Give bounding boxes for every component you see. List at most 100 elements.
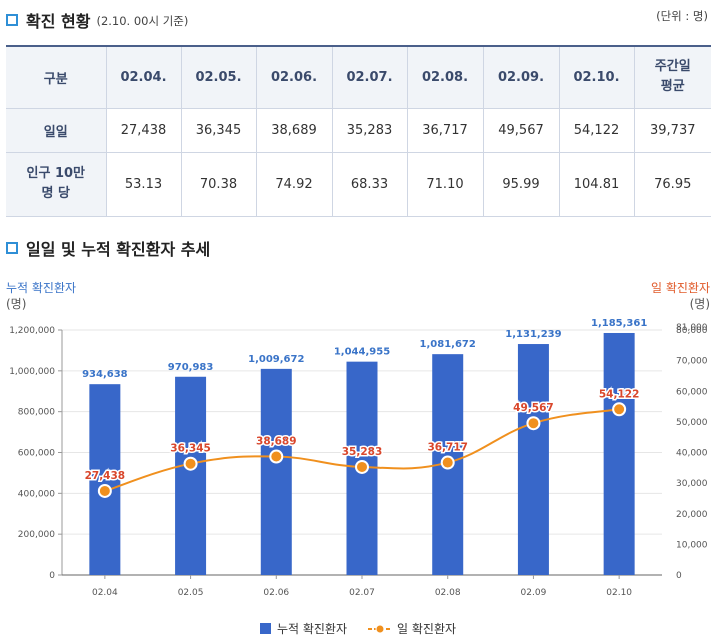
row-label: 인구 10만 명 당 bbox=[6, 151, 107, 217]
line-point bbox=[183, 456, 198, 471]
table-cell: 36,717 bbox=[406, 107, 484, 153]
table-cell: 68.33 bbox=[331, 151, 408, 217]
bar-data-label: 1,131,239 bbox=[505, 329, 561, 340]
table-cell: 95.99 bbox=[482, 151, 560, 217]
table-cell: 39,737 bbox=[633, 107, 711, 153]
left-tick-label: 200,000 bbox=[18, 530, 55, 540]
line-data-label: 38,689 bbox=[256, 436, 297, 448]
trend-section-title: 일일 및 누적 확진환자 추세 bbox=[6, 236, 210, 260]
left-tick-label: 1,000,000 bbox=[9, 367, 55, 377]
right-tick-label: 80,000 bbox=[676, 326, 708, 336]
line-data-label: 49,567 bbox=[513, 402, 554, 414]
table-cell: 35,283 bbox=[331, 107, 408, 153]
table-cell: 74.92 bbox=[255, 151, 333, 217]
section-square-icon bbox=[6, 14, 18, 26]
right-axis-title: 일 확진환자 bbox=[651, 281, 710, 295]
table-cell: 71.10 bbox=[406, 151, 484, 217]
status-title: 확진 현황 bbox=[26, 12, 91, 31]
legend-item-daily: 일 확진환자 bbox=[367, 620, 456, 637]
line-data-label: 27,438 bbox=[85, 470, 126, 482]
bar bbox=[175, 376, 207, 575]
line-point bbox=[97, 483, 112, 498]
table-cell: 70.38 bbox=[180, 151, 257, 217]
right-tick-label: 50,000 bbox=[676, 418, 708, 428]
trend-title: 일일 및 누적 확진환자 추세 bbox=[26, 240, 211, 259]
bar-data-label: 1,044,955 bbox=[334, 347, 390, 358]
bar bbox=[260, 368, 292, 575]
bar bbox=[603, 332, 635, 575]
legend-label: 누적 확진환자 bbox=[276, 622, 348, 636]
line-point bbox=[440, 455, 455, 470]
x-tick-label: 02.04 bbox=[92, 588, 118, 598]
bar-data-label: 970,983 bbox=[168, 362, 214, 373]
left-tick-label: 400,000 bbox=[18, 489, 55, 499]
right-tick-label: 20,000 bbox=[676, 510, 708, 520]
right-tick-label: 40,000 bbox=[676, 449, 708, 459]
table-header-cell: 주간일 평균 bbox=[633, 46, 711, 109]
legend-label: 일 확진환자 bbox=[397, 622, 457, 636]
left-tick-label: 800,000 bbox=[18, 408, 55, 418]
table-header-cell: 구분 bbox=[6, 46, 107, 109]
bar-data-label: 1,081,672 bbox=[420, 339, 476, 350]
x-tick-label: 02.06 bbox=[263, 588, 289, 598]
left-tick-label: 0 bbox=[49, 571, 55, 581]
left-tick-label: 1,200,000 bbox=[9, 326, 55, 336]
table-row: 일일 27,438 36,345 38,689 35,283 36,717 49… bbox=[6, 107, 711, 153]
table-header-cell: 02.06. bbox=[255, 46, 333, 109]
line-data-label: 35,283 bbox=[342, 446, 383, 458]
line-point bbox=[355, 459, 369, 474]
right-tick-label: 10,000 bbox=[676, 540, 708, 550]
x-tick-label: 02.08 bbox=[435, 588, 461, 598]
right-tick-label: 60,000 bbox=[676, 387, 708, 397]
legend-bar-swatch bbox=[259, 623, 271, 634]
right-tick-label: 0 bbox=[676, 571, 682, 581]
table-header-cell: 02.04. bbox=[105, 46, 182, 109]
left-tick-label: 600,000 bbox=[18, 449, 55, 459]
table-header-cell: 02.07. bbox=[331, 46, 408, 109]
x-tick-label: 02.07 bbox=[349, 588, 375, 598]
table-cell: 53.13 bbox=[105, 151, 182, 217]
line-data-label: 36,717 bbox=[427, 442, 468, 454]
bar bbox=[89, 384, 121, 575]
line-point bbox=[269, 449, 284, 464]
legend-item-cumulative: 누적 확진환자 bbox=[259, 620, 348, 637]
x-tick-label: 02.09 bbox=[521, 588, 547, 598]
unit-label: (단위 : 명) bbox=[656, 9, 708, 23]
table-header-cell: 02.10. bbox=[558, 46, 635, 109]
table-cell: 36,345 bbox=[180, 107, 257, 153]
line-data-label: 54,122 bbox=[599, 388, 640, 400]
section-square-icon bbox=[6, 242, 18, 254]
line-data-label: 36,345 bbox=[170, 443, 211, 455]
table-cell: 104.81 bbox=[558, 151, 635, 217]
bar-data-label: 1,009,672 bbox=[248, 354, 304, 365]
table-cell: 27,438 bbox=[105, 107, 182, 153]
line-point bbox=[612, 402, 627, 417]
trend-chart: 누적 확진환자 (명) 일 확진환자 (명) 0 200,000 400,000 600,00… bbox=[6, 281, 710, 598]
bar-data-label: 1,185,361 bbox=[591, 318, 647, 329]
table-cell: 54,122 bbox=[558, 107, 635, 153]
table-header-cell: 02.05. bbox=[180, 46, 257, 109]
table-cell: 49,567 bbox=[482, 107, 560, 153]
table-header-row: 구분 02.04. 02.05. 02.06. 02.07. 02.08. 02… bbox=[6, 46, 711, 109]
line-point bbox=[526, 416, 541, 431]
table-header-cell: 02.09. bbox=[482, 46, 560, 109]
status-table: 구분 02.04. 02.05. 02.06. 02.07. 02.08. 02… bbox=[6, 45, 711, 217]
table-header-cell: 02.08. bbox=[406, 46, 484, 109]
table-cell: 38,689 bbox=[255, 107, 333, 153]
status-note: (2.10. 00시 기준) bbox=[96, 14, 189, 28]
right-tick-label: 70,000 bbox=[676, 357, 708, 367]
left-axis-title: 누적 확진환자 bbox=[6, 281, 76, 295]
left-axis-unit: (명) bbox=[6, 297, 26, 311]
chart-legend: 누적 확진환자 일 확진환자 bbox=[0, 620, 716, 637]
bar bbox=[517, 344, 549, 575]
table-row: 인구 10만 명 당 53.13 70.38 74.92 68.33 71.10… bbox=[6, 151, 711, 217]
status-section-title: 확진 현황 (2.10. 00시 기준) bbox=[6, 8, 188, 32]
x-tick-label: 02.05 bbox=[178, 588, 204, 598]
right-axis-unit: (명) bbox=[690, 297, 710, 311]
table-cell: 76.95 bbox=[633, 151, 711, 217]
bar-data-label: 934,638 bbox=[82, 369, 128, 380]
right-tick-label: 30,000 bbox=[676, 479, 708, 489]
x-tick-label: 02.10 bbox=[606, 588, 632, 598]
right-tick-label: 81,000 bbox=[676, 323, 708, 333]
row-label: 일일 bbox=[6, 107, 107, 153]
